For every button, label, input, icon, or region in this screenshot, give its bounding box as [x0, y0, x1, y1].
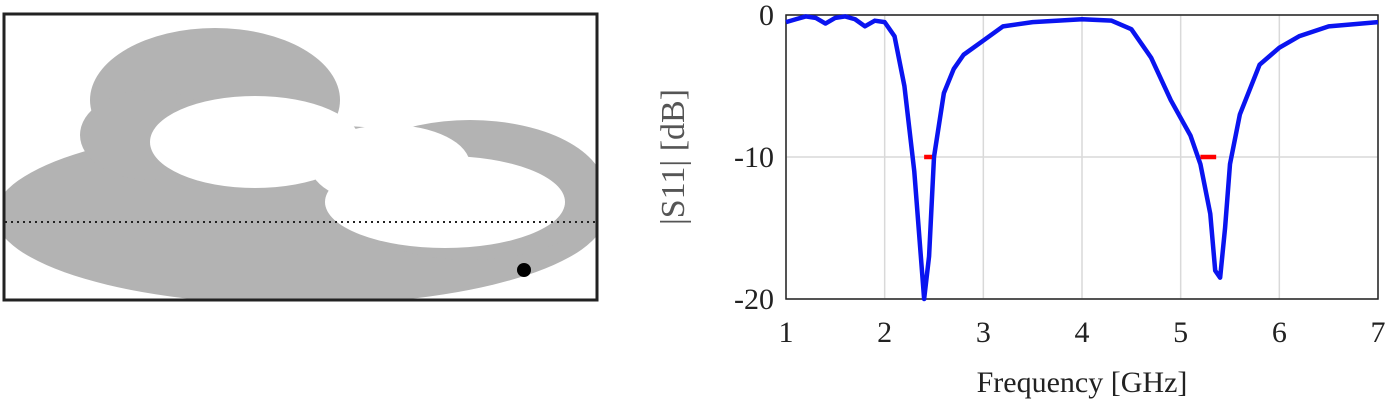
x-tick-label: 1: [779, 316, 794, 349]
x-tick-label: 5: [1173, 316, 1188, 349]
slot: [150, 96, 360, 188]
slot: [325, 156, 565, 248]
x-tick-label: 4: [1075, 316, 1090, 349]
y-axis-label: |S11| [dB]: [655, 89, 692, 225]
x-tick-label: 6: [1272, 316, 1287, 349]
x-tick-label: 7: [1371, 316, 1386, 349]
y-tick-label: -20: [734, 283, 774, 316]
antenna-geometry: [5, 28, 596, 299]
geometry-frame: [2, 12, 599, 302]
axes-frame: [785, 14, 1379, 300]
x-tick-label: 2: [877, 316, 892, 349]
x-tick-label: 3: [976, 316, 991, 349]
feed-point: [517, 263, 531, 277]
y-tick-label: -10: [734, 141, 774, 174]
series-line: [785, 14, 1379, 302]
y-tick-label: 0: [759, 0, 774, 32]
x-axis-label: Frequency [GHz]: [977, 366, 1188, 399]
